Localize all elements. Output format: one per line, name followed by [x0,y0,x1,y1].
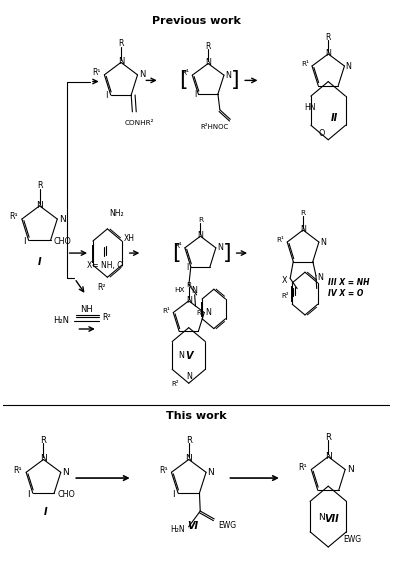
Text: X: X [282,275,287,285]
Text: N: N [347,465,353,474]
Text: R²: R² [103,313,112,322]
Text: IV X = O: IV X = O [328,289,364,298]
Text: R¹: R¹ [92,68,101,77]
Text: N: N [192,286,198,295]
Text: R¹: R¹ [163,308,171,314]
Text: R¹: R¹ [301,61,309,67]
Text: R¹: R¹ [174,243,182,249]
Text: NH₂: NH₂ [109,208,124,218]
Text: R: R [186,282,191,287]
Text: N: N [178,351,184,360]
Text: V: V [185,351,193,361]
Text: R²: R² [171,381,179,387]
Text: X= NH, O: X= NH, O [87,261,123,270]
Text: N: N [118,57,124,66]
Text: Previous work: Previous work [152,16,241,26]
Text: N: N [186,296,192,305]
Text: R¹: R¹ [9,212,18,222]
Text: R²: R² [196,310,204,316]
Text: N: N [40,454,47,463]
Text: R¹: R¹ [13,466,22,474]
Text: This work: This work [166,411,227,421]
Text: R: R [37,181,42,190]
Text: I: I [44,507,47,517]
Text: O: O [318,129,325,137]
Text: N: N [197,231,203,240]
Text: N: N [318,513,325,522]
Text: R: R [186,436,192,445]
Text: N: N [185,454,192,463]
Text: N: N [300,225,306,234]
Text: R: R [325,32,331,41]
Text: N: N [318,273,323,282]
Text: N: N [325,49,331,58]
Text: EWG: EWG [218,521,236,530]
Text: R: R [118,39,124,48]
Text: CHO: CHO [57,490,75,499]
Text: I: I [105,91,108,100]
Text: [: [ [172,243,181,263]
Text: N: N [36,201,43,210]
Text: N: N [59,215,66,224]
Text: R¹: R¹ [181,70,189,76]
Text: H₂N: H₂N [170,525,185,534]
Text: N: N [139,70,145,80]
Text: VI: VI [187,521,198,531]
Text: ]: ] [223,243,232,263]
Text: R²: R² [97,283,105,292]
Text: I: I [194,90,196,99]
Text: R: R [301,210,306,216]
Text: N: N [186,372,192,381]
Text: XH: XH [124,233,135,243]
Text: I: I [38,257,41,266]
Text: H₂N: H₂N [53,316,69,325]
Text: N: N [325,452,332,461]
Text: I: I [172,490,175,499]
Text: HN: HN [304,103,316,112]
Text: I: I [27,490,29,499]
Text: I: I [23,237,26,246]
Text: N: N [217,243,223,252]
Text: R¹: R¹ [159,466,167,474]
Text: R: R [206,41,211,51]
Text: I: I [186,263,189,272]
Text: R¹: R¹ [299,463,307,472]
Text: ]: ] [231,70,240,90]
Text: N: N [206,308,211,317]
Text: NH: NH [80,305,92,314]
Text: [: [ [179,70,188,90]
Text: R²: R² [282,294,290,299]
Text: N: N [62,468,69,477]
Text: VII: VII [325,513,340,524]
Text: N: N [320,237,326,247]
Text: III X = NH: III X = NH [328,278,370,287]
Text: R²HNOC: R²HNOC [200,124,228,130]
Text: N: N [205,59,211,68]
Text: CHO: CHO [53,237,72,246]
Text: R: R [198,217,203,223]
Text: N: N [208,468,214,477]
Text: R: R [325,433,331,442]
Text: R: R [40,436,46,445]
Text: HX: HX [174,287,185,293]
Text: II: II [331,112,338,123]
Text: R¹: R¹ [276,237,284,243]
Text: N: N [345,61,351,70]
Text: EWG: EWG [343,534,361,544]
Text: CONHR²: CONHR² [125,120,154,126]
Text: N: N [225,70,231,80]
